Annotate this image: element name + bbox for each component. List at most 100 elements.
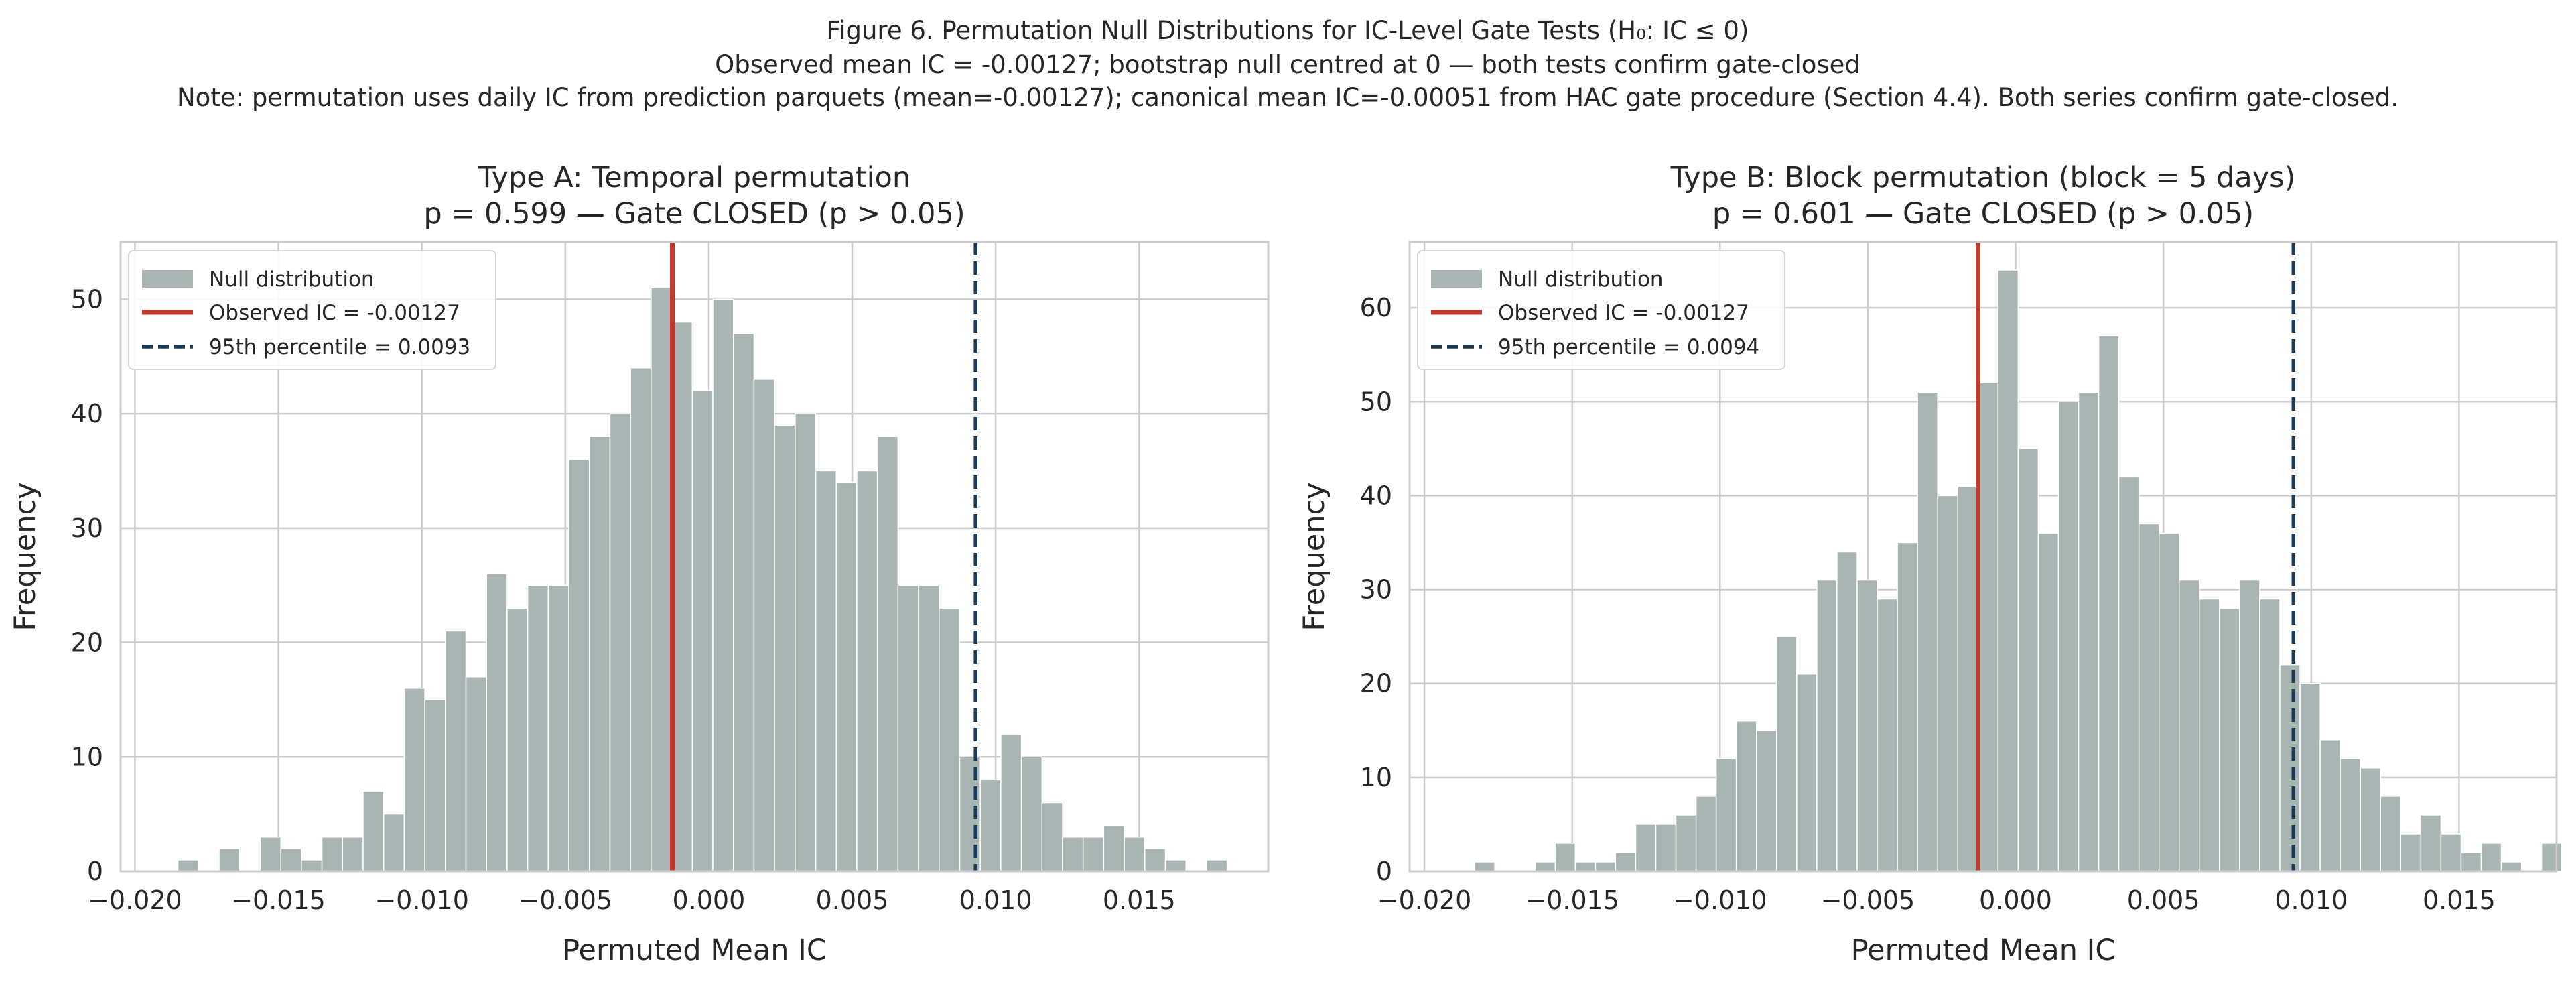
histogram-bar [876, 436, 899, 872]
x-tick-label: 0.000 [673, 885, 746, 915]
x-tick-label: −0.010 [375, 885, 469, 915]
histogram-bar [609, 413, 631, 872]
y-tick-label: 40 [1360, 481, 1392, 510]
histogram-bar [1957, 485, 1979, 872]
histogram-bar [2037, 532, 2059, 872]
histogram-bar [527, 584, 549, 872]
legend: Null distribution Observed IC = -0.00127 9… [128, 250, 496, 370]
x-tick-label: 0.005 [816, 885, 889, 915]
x-tick-label: −0.010 [1673, 885, 1767, 915]
histogram-bar [2017, 448, 2039, 872]
histogram-bar [1144, 848, 1166, 872]
histogram [1474, 269, 2563, 872]
histogram-bar [1856, 579, 1878, 872]
y-tick-label: 60 [1360, 293, 1392, 322]
legend: Null distribution Observed IC = -0.00127 9… [1417, 250, 1785, 370]
histogram-bar [2420, 814, 2442, 872]
histogram-bar [1997, 269, 2019, 872]
y-tick-label: 30 [71, 513, 103, 543]
histogram-bar [1695, 796, 1717, 872]
histogram-bar [547, 584, 569, 872]
x-tick-label: 0.010 [2275, 885, 2348, 915]
y-tick-label: 50 [1360, 387, 1392, 416]
histogram-bar [1574, 861, 1597, 872]
histogram-bar [1816, 579, 1838, 872]
histogram-bar [383, 813, 405, 872]
histogram-bar [1937, 495, 1958, 872]
histogram-bar [1062, 837, 1084, 872]
histogram-bar [259, 837, 281, 872]
x-tick-labels: −0.020 −0.015 −0.010 −0.005 0.000 0.005 0.010 0… [88, 885, 1176, 915]
histogram-bar [2360, 767, 2381, 872]
histogram-bar [589, 436, 611, 872]
x-tick-label: 0.015 [2423, 885, 2496, 915]
histogram-bar [1206, 859, 1228, 872]
legend-label: Observed IC = -0.00127 [209, 301, 460, 325]
legend-swatch-null [142, 270, 193, 288]
x-tick-label: 0.010 [959, 885, 1032, 915]
y-axis-label: Frequency [1298, 482, 1331, 631]
histogram-bar [403, 688, 425, 872]
y-tick-label: 50 [71, 284, 103, 314]
y-tick-label: 30 [1360, 575, 1392, 605]
figure-suptitle: Figure 6. Permutation Null Distributions… [177, 16, 2398, 112]
histogram-bar [1635, 824, 1657, 872]
histogram-bar [712, 298, 734, 872]
histogram-bar [2057, 401, 2080, 872]
histogram-bar [1977, 382, 1999, 872]
histogram-bar [1877, 598, 1898, 872]
histogram-bar [2219, 607, 2240, 872]
y-tick-label: 10 [71, 742, 103, 771]
histogram-bar [1776, 635, 1798, 872]
histogram-bar [1041, 802, 1063, 872]
histogram-bar [362, 790, 385, 872]
histogram-bar [2500, 861, 2522, 872]
histogram-bar [856, 470, 878, 872]
histogram-bar [1164, 859, 1187, 872]
axes-frame [119, 241, 1270, 873]
histogram-bar [2299, 682, 2321, 872]
histogram-bar [1615, 852, 1637, 872]
histogram-bar [1655, 824, 1677, 872]
histogram-bar [753, 379, 775, 872]
x-tick-labels: −0.020 −0.015 −0.010 −0.005 0.000 0.005 0.010 0… [1377, 885, 2496, 915]
histogram-bar [815, 470, 837, 872]
histogram-bar [2078, 391, 2100, 872]
histogram-bar [280, 848, 302, 872]
histogram-bar [2319, 739, 2341, 872]
histogram-bar [1554, 843, 1576, 872]
panel-subtitle: p = 0.599 — Gate CLOSED (p > 0.05) [423, 197, 965, 231]
histogram-bar [835, 481, 858, 872]
histogram-bar [177, 859, 200, 872]
histogram-bar [2460, 852, 2482, 872]
histogram-bar [465, 676, 487, 872]
x-tick-label: −0.020 [1377, 885, 1472, 915]
y-axis-label: Frequency [9, 482, 42, 631]
histogram-bar [218, 848, 241, 872]
panel-title: Type B: Block permutation (block = 5 day… [1670, 161, 2296, 194]
histogram-bar [1082, 837, 1105, 872]
histogram-bar [1595, 861, 1617, 872]
x-tick-label: 0.015 [1103, 885, 1176, 915]
histogram-bar [506, 607, 529, 872]
histogram-bar [2199, 598, 2220, 872]
legend-label: 95th percentile = 0.0093 [209, 335, 470, 359]
histogram-bar [1796, 673, 1818, 872]
legend-swatch-null [1431, 270, 1482, 288]
histogram-bar [795, 413, 817, 872]
histogram-bar [918, 584, 940, 872]
histogram-bar [445, 630, 467, 872]
histogram-bar [630, 367, 652, 872]
histogram-bar [671, 321, 693, 872]
histogram-bar [1897, 542, 1918, 872]
histogram-bar [2158, 532, 2180, 872]
histogram-bar [2440, 833, 2462, 872]
legend-label: Null distribution [1498, 267, 1664, 292]
y-tick-label: 40 [71, 399, 103, 428]
y-tick-labels: 0 10 20 30 40 50 60 [1360, 293, 1392, 886]
histogram-bar [2118, 476, 2140, 872]
histogram-bar [774, 424, 796, 872]
